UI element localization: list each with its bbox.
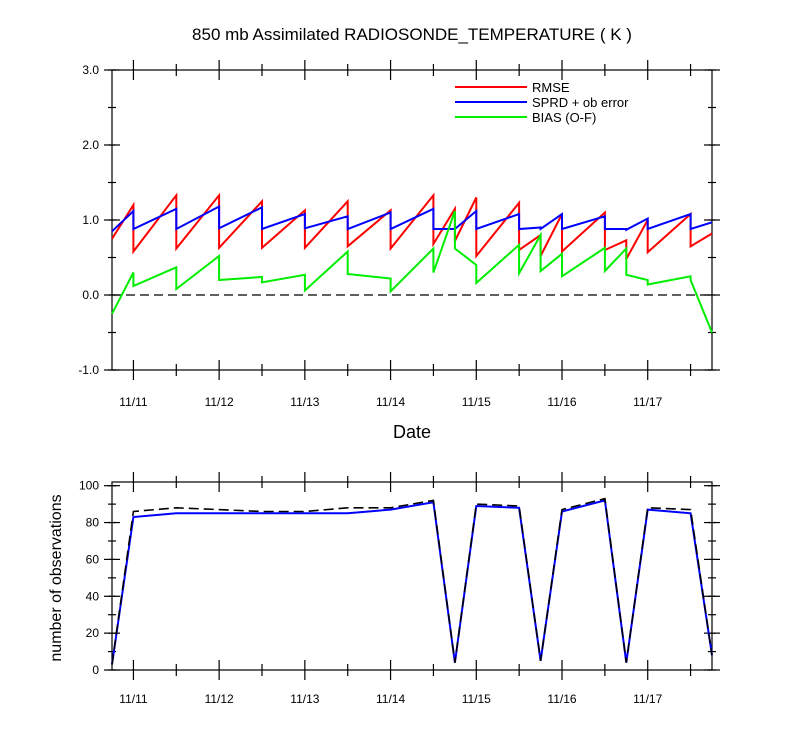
bottom-y-tick-label: 80 — [86, 516, 100, 530]
top-plot-area: 3.0 2.0 1.0 0.0 -1.0 11/11 11/12 11/13 11/14 11/1… — [78, 60, 720, 409]
chart-title: 850 mb Assimilated RADIOSONDE_TEMPERATUR… — [192, 25, 632, 44]
bottom-x-tick-label: 11/17 — [633, 692, 662, 706]
bottom-y-tick-label: 100 — [79, 479, 99, 493]
top-y-tick-label: -1.0 — [78, 363, 99, 377]
legend-label: SPRD + ob error — [532, 95, 629, 110]
legend-label: BIAS (O-F) — [532, 110, 596, 125]
top-series-sprd-ob-error — [111, 204, 713, 233]
top-x-tick-label: 11/16 — [547, 395, 576, 409]
top-series-rmse — [111, 192, 713, 260]
bottom-series-assimilated — [111, 499, 713, 665]
top-x-tick-label: 11/15 — [462, 395, 491, 409]
top-x-tick-label: 11/13 — [290, 395, 319, 409]
top-y-tick-label: 2.0 — [82, 138, 99, 152]
top-x-tick-label: 11/11 — [119, 395, 148, 409]
legend-label: RMSE — [532, 80, 570, 95]
bottom-frame — [111, 481, 713, 671]
bottom-x-tick-label: 11/12 — [205, 692, 234, 706]
top-x-tick-label: 11/17 — [633, 395, 662, 409]
x-axis-label: Date — [393, 422, 431, 442]
top-y-tick-label: 0.0 — [82, 288, 99, 302]
y-axis-label-observations: number of observations — [48, 494, 65, 661]
bottom-y-tick-label: 0 — [92, 663, 99, 677]
bottom-y-tick-label: 60 — [86, 552, 100, 566]
bottom-x-tick-label: 11/15 — [462, 692, 491, 706]
bottom-x-tick-label: 11/16 — [547, 692, 576, 706]
bottom-x-tick-label: 11/13 — [290, 692, 319, 706]
bottom-plot-area: 100 80 60 40 20 0 11/11 11/12 11/13 11/14 11/15 11/… — [79, 472, 720, 706]
top-y-tick-label: 1.0 — [82, 213, 99, 227]
bottom-x-tick-label: 11/11 — [119, 692, 148, 706]
bottom-x-tick-label: 11/14 — [376, 692, 405, 706]
top-x-tick-label: 11/14 — [376, 395, 405, 409]
bottom-y-tick-label: 20 — [86, 626, 100, 640]
top-series-bias-o-f — [111, 210, 713, 333]
top-y-tick-label: 3.0 — [82, 63, 99, 77]
bottom-y-tick-label: 40 — [86, 589, 100, 603]
top-x-tick-label: 11/12 — [205, 395, 234, 409]
bottom-series-possible — [111, 497, 713, 665]
